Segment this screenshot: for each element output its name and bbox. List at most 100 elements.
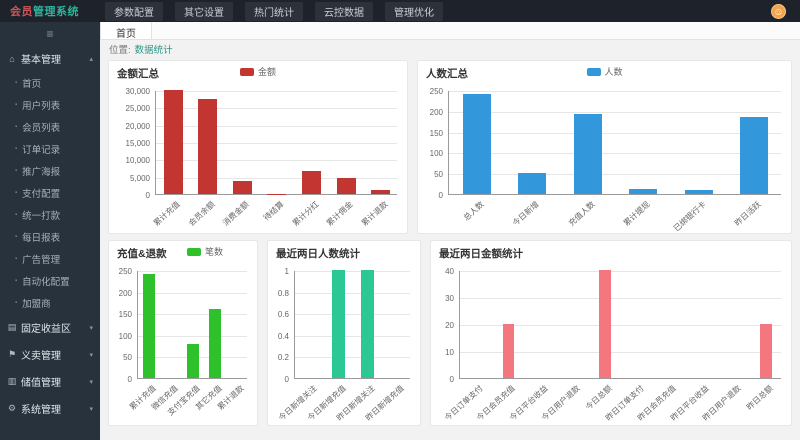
y-axis-label: 20	[445, 321, 454, 330]
panel-recharge-refund: 充值&退款 0 50 100 150 200 250 累计充值 微信充值 支付宝充值 其它充值 累计…	[108, 240, 258, 426]
x-axis-label: 累计充值	[152, 199, 182, 228]
chevron-down-icon: ▾	[89, 378, 93, 386]
sidebar-item[interactable]: ▪ 首页	[0, 72, 100, 94]
sidebar-group-grid[interactable]: ▤ 固定收益区 ▾	[0, 314, 100, 341]
home-icon: ⌂	[9, 53, 15, 64]
x-axis-label: 待结算	[261, 199, 286, 223]
chevron-down-icon: ▾	[89, 405, 93, 413]
x-axis-label: 昨日总额	[744, 383, 775, 412]
sidebar-item-label: 加盟商	[22, 299, 51, 310]
top-menu-item[interactable]: 云控数据	[315, 1, 373, 21]
gridline	[460, 325, 781, 326]
y-axis-label: 10,000	[125, 156, 150, 166]
y-axis-label: 0.4	[277, 331, 289, 341]
gridline	[156, 143, 397, 144]
y-axis-label: 100	[429, 149, 443, 159]
sidebar-item-label: 支付配置	[22, 189, 61, 200]
bullet-icon: ▪	[15, 190, 18, 196]
x-axis-label: 今日新增	[511, 199, 541, 228]
tab-home[interactable]: 首页	[100, 22, 152, 40]
chart-title: 充值&退款	[117, 248, 167, 260]
sidebar-item[interactable]: ▪ 加盟商	[0, 292, 100, 314]
bar	[518, 173, 547, 194]
main-area: 首页 位置: 数据统计 金额汇总 0 5,000 10,000 15,000 20,00…	[100, 22, 800, 440]
y-axis-label: 0.8	[277, 288, 289, 298]
sidebar-group-label: 义卖管理	[21, 351, 61, 362]
panel-amount-summary: 金额汇总 0 5,000 10,000 15,000 20,000 25,000 30,00…	[108, 60, 408, 234]
sidebar-item[interactable]: ▪ 订单记录	[0, 138, 100, 160]
gridline	[449, 132, 781, 134]
sidebar-item[interactable]: ▪ 广告管理	[0, 248, 100, 270]
sidebar-item-label: 统一打款	[22, 211, 61, 222]
sidebar-group-home[interactable]: ⌂ 基本管理 ▴	[0, 45, 100, 72]
bar	[573, 114, 602, 194]
y-axis-label: 0	[127, 375, 132, 384]
y-axis-label: 5,000	[129, 173, 150, 183]
bar	[629, 189, 658, 194]
y-axis-label: 0	[145, 191, 150, 200]
sidebar-item[interactable]: ▪ 自动化配置	[0, 270, 100, 292]
y-axis-label: 0.6	[277, 310, 289, 320]
bar	[361, 270, 374, 378]
gridline	[295, 335, 410, 337]
panel-two-day-amount: 最近两日金额统计 0 10 20 30 40 今日订单支付 今日会员充值 今日平台收益 今日用户…	[430, 240, 792, 426]
top-menu-item[interactable]: 管理优化	[385, 1, 443, 21]
sidebar-item[interactable]: ▪ 每日报表	[0, 226, 100, 248]
y-axis-label: 200	[429, 107, 443, 117]
sidebar-submenu: ▪ 首页 ▪ 用户列表 ▪ 会员列表 ▪ 订单记录 ▪ 推广海报 ▪ 支付配置 ▪ 统一打款 ▪ 每日报表 ▪ 广…	[0, 72, 100, 314]
sidebar-item-label: 订单记录	[22, 145, 61, 156]
breadcrumb-current[interactable]: 数据统计	[134, 45, 173, 56]
sidebar-item[interactable]: ▪ 统一打款	[0, 204, 100, 226]
legend-label: 笔数	[205, 247, 224, 257]
bullet-icon: ▪	[15, 80, 18, 86]
sidebar-group-flag[interactable]: ⚑ 义卖管理 ▾	[0, 341, 100, 368]
legend-swatch	[586, 67, 601, 76]
plot-area	[155, 90, 397, 195]
sidebar-item-label: 首页	[22, 79, 42, 90]
bar	[142, 274, 156, 378]
gridline	[156, 160, 397, 162]
gridline	[449, 153, 781, 155]
legend: 人数	[586, 65, 623, 78]
sidebar-collapse-icon[interactable]: ≡	[46, 27, 54, 41]
sidebar-group-wallet[interactable]: ▥ 储值管理 ▾	[0, 368, 100, 395]
legend: 金额	[239, 65, 276, 78]
app-title-part1: 会员	[10, 6, 33, 18]
y-axis-label: 40	[445, 267, 454, 276]
bar	[198, 98, 218, 194]
sidebar-item-label: 会员列表	[22, 123, 61, 134]
sidebar-item[interactable]: ▪ 推广海报	[0, 160, 100, 182]
x-axis-label: 累计退款	[359, 199, 390, 228]
top-navbar: 会员管理系统 参数配置 其它设置 热门统计 云控数据 管理优化 ☺	[0, 0, 800, 22]
gridline	[460, 271, 781, 272]
avatar[interactable]: ☺	[771, 3, 786, 19]
y-axis-label: 200	[118, 288, 132, 298]
x-axis-label: 会员余额	[186, 199, 217, 228]
sidebar-item[interactable]: ▪ 会员列表	[0, 116, 100, 138]
bullet-icon: ▪	[15, 102, 18, 108]
chart-title: 金额汇总	[117, 68, 159, 80]
sidebar-group-gear[interactable]: ⚙ 系统管理 ▾	[0, 395, 100, 422]
x-axis-label: 消费金额	[221, 199, 252, 228]
bar	[332, 270, 345, 378]
gridline	[295, 292, 410, 294]
top-menu-item[interactable]: 其它设置	[175, 1, 233, 21]
sidebar-item[interactable]: ▪ 支付配置	[0, 182, 100, 204]
legend: 笔数	[187, 245, 223, 258]
sidebar-item[interactable]: ▪ 用户列表	[0, 94, 100, 116]
chevron-down-icon: ▾	[89, 351, 93, 359]
top-menu-item[interactable]: 参数配置	[105, 1, 163, 21]
grid-icon: ▤	[7, 322, 17, 332]
x-axis-label: 充值人数	[566, 199, 597, 228]
bullet-icon: ▪	[15, 124, 18, 130]
bar	[302, 171, 322, 194]
sidebar-group-label: 基本管理	[21, 55, 61, 66]
app-title: 会员管理系统	[0, 3, 89, 19]
y-axis-label: 30,000	[125, 87, 150, 96]
bar	[371, 189, 391, 194]
gridline	[138, 335, 247, 337]
top-menu-item[interactable]: 热门统计	[245, 1, 303, 21]
gridline	[449, 111, 781, 113]
gridline	[460, 352, 781, 353]
chevron-up-icon: ▴	[89, 55, 93, 63]
